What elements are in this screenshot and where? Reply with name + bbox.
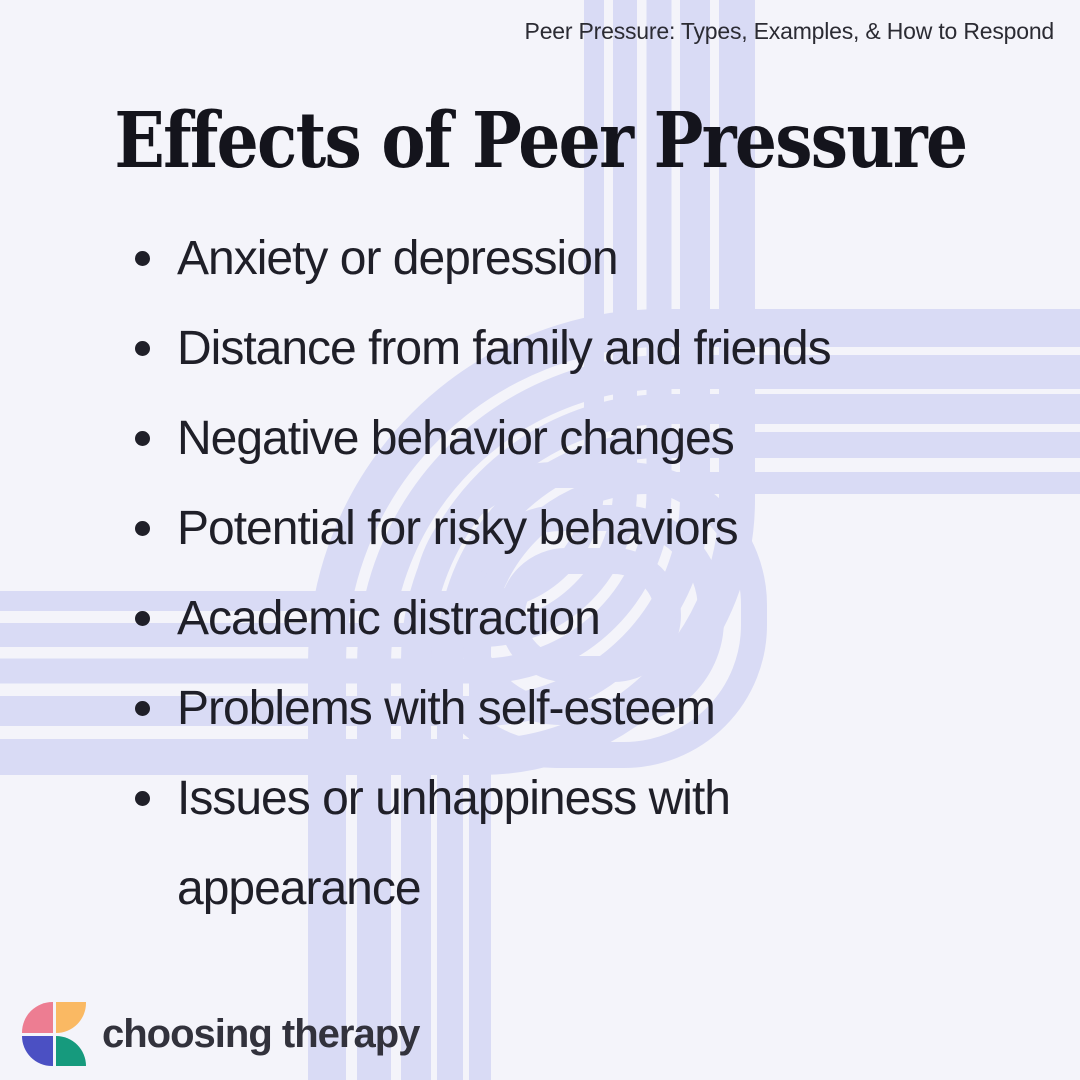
list-item-label: Negative behavior changes (177, 412, 735, 465)
list-item: Potential for risky behaviors (133, 484, 913, 574)
list-item-label: Anxiety or depression (177, 232, 619, 285)
list-item: Distance from family and friends (133, 304, 913, 394)
logo-petal-bottom-right (55, 1035, 86, 1066)
kicker: Peer Pressure: Types, Examples, & How to… (524, 18, 1055, 44)
stripe-lanes-top-to-left (0, 0, 755, 775)
page-title-text: Effects of Peer Pressure (113, 96, 968, 186)
list-item-label: Issues or unhappiness with appearance (177, 772, 731, 915)
list-item-label: Distance from family and friends (177, 322, 832, 375)
list-item-label: Potential for risky behaviors (177, 502, 739, 555)
bullet-icon (135, 701, 150, 716)
effects-list: Anxiety or depression Distance from famil… (133, 214, 913, 934)
bullet-icon (135, 431, 150, 446)
list-item-label: Academic distraction (177, 592, 601, 645)
list-item-label: Problems with self-esteem (177, 682, 716, 735)
brand-name: choosing therapy (102, 1011, 420, 1056)
bullet-icon (135, 791, 150, 806)
list-item: Anxiety or depression (133, 214, 913, 304)
logo-petal-top-left (22, 1002, 53, 1033)
bullet-icon (135, 251, 150, 266)
logo-petal-top-right (55, 1002, 86, 1033)
logo-petal-bottom-left (22, 1035, 53, 1066)
bullet-icon (135, 611, 150, 626)
list-item: Issues or unhappiness with appearance (133, 754, 913, 934)
list-item: Academic distraction (133, 574, 913, 664)
list-item: Negative behavior changes (133, 394, 913, 484)
page-title: Effects of Peer Pressure (0, 96, 1080, 186)
bullet-icon (135, 341, 150, 356)
choosing-therapy-logo-icon (22, 1002, 86, 1066)
brand-logo: choosing therapy (22, 1002, 420, 1066)
list-item: Problems with self-esteem (133, 664, 913, 754)
bullet-icon (135, 521, 150, 536)
